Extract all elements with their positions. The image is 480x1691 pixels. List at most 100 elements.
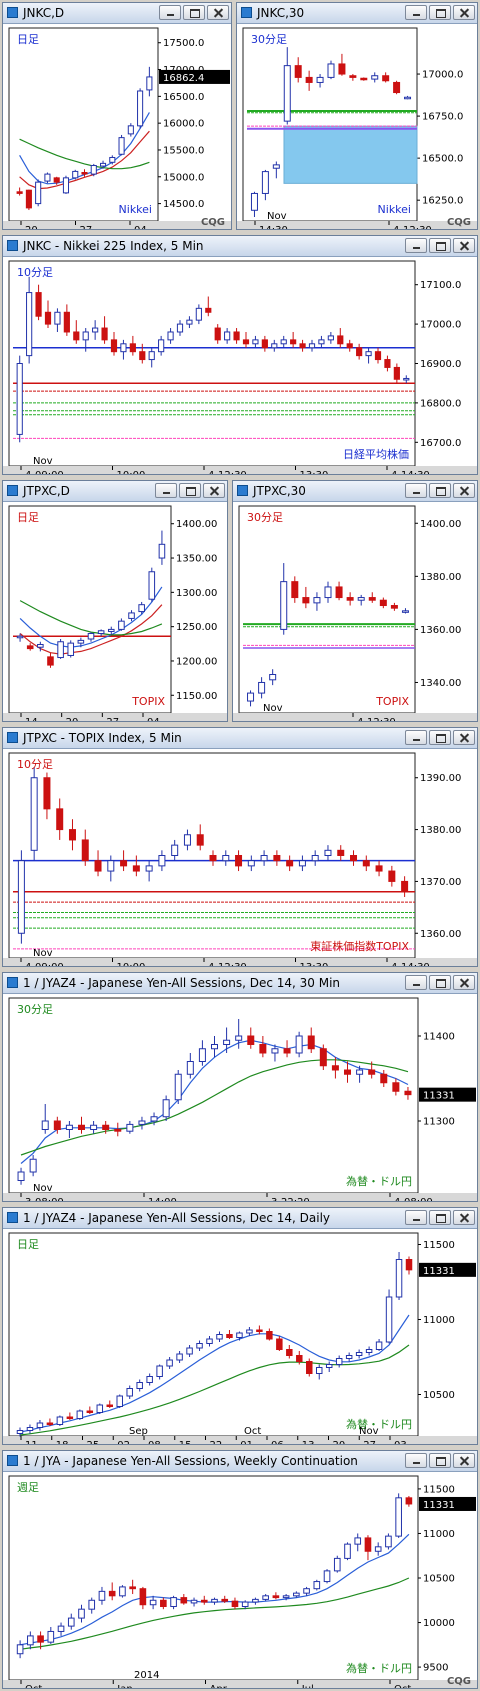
candle-body[interactable] bbox=[327, 335, 334, 341]
candle-body[interactable] bbox=[222, 855, 230, 862]
candle-body[interactable] bbox=[196, 1343, 203, 1349]
candle-body[interactable] bbox=[67, 642, 75, 656]
candle-body[interactable] bbox=[81, 839, 89, 862]
candle-body[interactable] bbox=[65, 1124, 73, 1130]
candle-body[interactable] bbox=[171, 844, 179, 856]
candle-body[interactable] bbox=[107, 860, 115, 872]
candle-body[interactable] bbox=[250, 192, 258, 211]
candle-body[interactable] bbox=[327, 63, 335, 78]
maximize-button[interactable] bbox=[429, 730, 451, 745]
candle-body[interactable] bbox=[323, 1570, 331, 1583]
candle-body[interactable] bbox=[186, 319, 193, 325]
candle-body[interactable] bbox=[129, 1586, 136, 1590]
candle-body[interactable] bbox=[43, 777, 51, 810]
candle-body[interactable] bbox=[216, 1334, 223, 1340]
candle-body[interactable] bbox=[395, 1259, 403, 1298]
candle-body[interactable] bbox=[110, 339, 118, 353]
candle-body[interactable] bbox=[136, 1382, 143, 1389]
candle-body[interactable] bbox=[109, 156, 116, 163]
candle-body[interactable] bbox=[209, 855, 217, 862]
candle-body[interactable] bbox=[272, 1595, 280, 1599]
candle-body[interactable] bbox=[303, 1588, 310, 1594]
candle-body[interactable] bbox=[35, 181, 42, 205]
minimize-button[interactable] bbox=[405, 975, 427, 990]
title-bar[interactable]: 1 / JYAZ4 - Japanese Yen-All Sessions, D… bbox=[3, 973, 477, 994]
candle-body[interactable] bbox=[380, 1073, 388, 1084]
candle-body[interactable] bbox=[335, 1358, 343, 1365]
candle-body[interactable] bbox=[81, 171, 88, 175]
candle-body[interactable] bbox=[16, 635, 24, 639]
candle-body[interactable] bbox=[76, 1410, 84, 1419]
candle-body[interactable] bbox=[180, 1597, 188, 1604]
candle-body[interactable] bbox=[211, 1044, 218, 1050]
candle-body[interactable] bbox=[404, 96, 412, 100]
candle-body[interactable] bbox=[315, 1367, 323, 1374]
candle-body[interactable] bbox=[88, 1599, 96, 1610]
candle-body[interactable] bbox=[26, 292, 33, 357]
candle-body[interactable] bbox=[337, 849, 345, 856]
candle-body[interactable] bbox=[331, 1065, 339, 1071]
maximize-button[interactable] bbox=[179, 483, 201, 498]
candle-body[interactable] bbox=[223, 1039, 231, 1045]
candle-body[interactable] bbox=[17, 860, 25, 934]
candle-body[interactable] bbox=[280, 581, 288, 630]
candle-body[interactable] bbox=[92, 327, 99, 333]
candle-body[interactable] bbox=[344, 1543, 351, 1559]
candle-body[interactable] bbox=[86, 1410, 94, 1413]
candle-body[interactable] bbox=[324, 849, 332, 856]
minimize-button[interactable] bbox=[405, 1453, 427, 1468]
candle-body[interactable] bbox=[47, 656, 54, 666]
candle-body[interactable] bbox=[62, 177, 70, 194]
candle-body[interactable] bbox=[67, 1617, 75, 1627]
candle-body[interactable] bbox=[374, 351, 382, 361]
close-button[interactable] bbox=[453, 5, 475, 20]
candle-body[interactable] bbox=[118, 137, 125, 155]
chart-window-topix-30min[interactable]: JTPXC,30 1400.00 1380.00 1360.00 1340.00 30分… bbox=[232, 480, 478, 722]
candle-body[interactable] bbox=[148, 351, 155, 361]
candle-body[interactable] bbox=[195, 307, 202, 321]
candle-body[interactable] bbox=[78, 1608, 85, 1619]
close-button[interactable] bbox=[453, 483, 475, 498]
chart-window-jnkc-30min[interactable]: JNKC,30 17000.0 16750.0 16500.0 16250.0 30分足… bbox=[236, 2, 478, 230]
maximize-button[interactable] bbox=[429, 5, 451, 20]
candle-body[interactable] bbox=[382, 75, 390, 82]
candle-body[interactable] bbox=[307, 1035, 315, 1050]
candle-body[interactable] bbox=[36, 1422, 44, 1428]
candle-body[interactable] bbox=[393, 81, 401, 94]
candle-body[interactable] bbox=[138, 604, 145, 613]
candle-body[interactable] bbox=[29, 1158, 37, 1173]
candle-body[interactable] bbox=[258, 681, 266, 694]
candle-body[interactable] bbox=[280, 339, 287, 345]
maximize-button[interactable] bbox=[429, 1210, 451, 1225]
candle-body[interactable] bbox=[364, 1537, 372, 1552]
candle-body[interactable] bbox=[350, 855, 358, 862]
candle-body[interactable] bbox=[401, 610, 409, 613]
candle-body[interactable] bbox=[282, 1595, 290, 1599]
candle-body[interactable] bbox=[235, 1035, 243, 1041]
candle-body[interactable] bbox=[158, 543, 166, 559]
candle-body[interactable] bbox=[196, 834, 204, 846]
close-button[interactable] bbox=[453, 1453, 475, 1468]
chart-area[interactable]: 17500.017000.016500.016000.015500.015000… bbox=[3, 23, 231, 229]
candle-body[interactable] bbox=[319, 1048, 327, 1067]
candle-body[interactable] bbox=[156, 1365, 163, 1377]
candle-body[interactable] bbox=[146, 1376, 153, 1383]
candle-body[interactable] bbox=[345, 1355, 353, 1359]
candle-body[interactable] bbox=[101, 327, 108, 341]
close-button[interactable] bbox=[207, 5, 229, 20]
candle-body[interactable] bbox=[139, 1588, 147, 1606]
title-bar[interactable]: JNKC,D bbox=[3, 3, 231, 24]
chart-area[interactable]: 1390.00 1380.00 1370.00 1360.00 10分足東証株価指数TO… bbox=[3, 748, 477, 966]
candle-body[interactable] bbox=[16, 363, 23, 435]
candle-body[interactable] bbox=[139, 351, 146, 361]
candle-body[interactable] bbox=[354, 1537, 362, 1545]
candle-body[interactable] bbox=[53, 1120, 61, 1130]
candle-body[interactable] bbox=[231, 1600, 239, 1608]
candle-body[interactable] bbox=[66, 1416, 74, 1419]
candle-body[interactable] bbox=[388, 870, 396, 882]
candle-body[interactable] bbox=[346, 343, 353, 349]
candle-body[interactable] bbox=[286, 860, 294, 867]
candle-body[interactable] bbox=[137, 90, 144, 127]
candle-body[interactable] bbox=[346, 597, 354, 601]
